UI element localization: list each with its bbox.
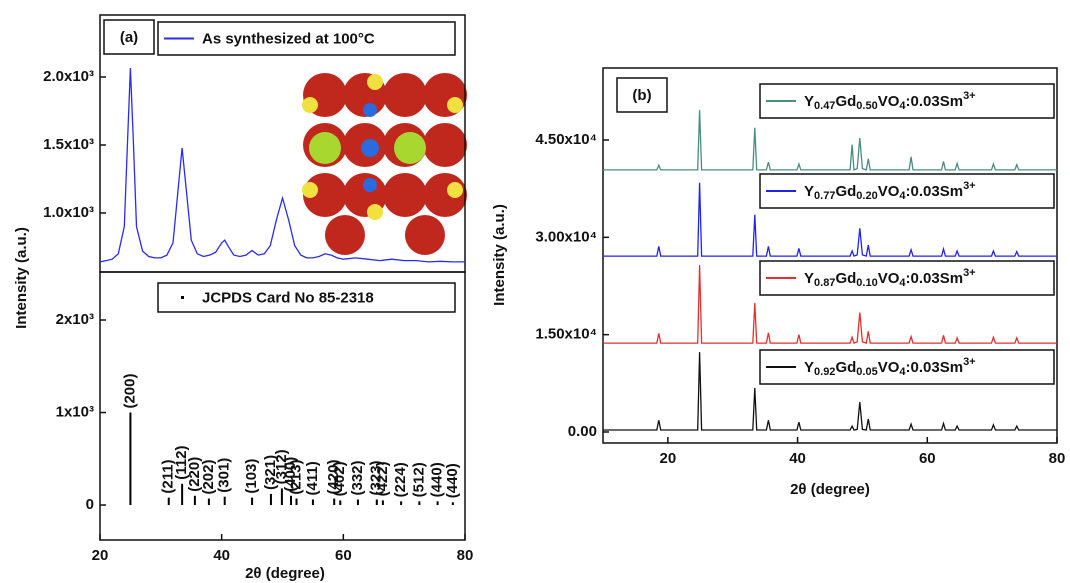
hkl-label: (103) (243, 459, 260, 494)
y-tick-label: 2x10³ (56, 311, 94, 328)
hkl-label: (332) (349, 460, 366, 495)
hkl-label: (512) (410, 462, 427, 497)
hkl-label: (321) (262, 455, 279, 490)
hkl-label: (411) (304, 461, 321, 495)
x-tick-label: 40 (789, 450, 806, 467)
legend-label: Y0.87Gd0.10VO4:0.03Sm3+ (804, 267, 976, 289)
hkl-label: (213) (287, 460, 304, 495)
hkl-label: (211) (160, 459, 177, 493)
xrd-line (99, 67, 465, 263)
y-axis-title: Intensity (a.u.) (491, 204, 508, 306)
xrd-line (603, 265, 1057, 344)
legend-box (759, 83, 1055, 119)
x-tick-label: 60 (919, 450, 936, 467)
y-tick-label: 0 (86, 496, 94, 513)
x-tick-label: 80 (1049, 450, 1066, 467)
legend-box (759, 173, 1055, 209)
legend-box (157, 282, 456, 313)
legend-box (759, 349, 1055, 385)
x-tick-label: 80 (457, 547, 474, 564)
y-tick-label: 1.0x10³ (43, 204, 94, 221)
x-axis-title: 2θ (degree) (245, 565, 325, 582)
y-tick-label: 1.5x10³ (43, 136, 94, 153)
y-tick-label: 3.00x10⁴ (535, 228, 597, 245)
x-tick-label: 20 (92, 547, 109, 564)
hkl-label: (224) (392, 462, 409, 497)
legend-label: Y0.92Gd0.05VO4:0.03Sm3+ (804, 356, 976, 378)
x-tick-label: 20 (660, 450, 677, 467)
x-tick-label: 60 (335, 547, 352, 564)
legend-marker (181, 296, 184, 299)
panel-label-box (616, 77, 668, 113)
legend-box (759, 260, 1055, 296)
legend-label: Y0.47Gd0.50VO4:0.03Sm3+ (804, 90, 976, 112)
hkl-label: (400) (282, 457, 299, 492)
hkl-label: (312) (273, 449, 290, 484)
y-tick-label: 2.0x10³ (43, 68, 94, 85)
hkl-label: (202) (200, 460, 217, 495)
legend-label: As synthesized at 100°C (202, 30, 375, 47)
y-axis-title: Intensity (a.u.) (13, 227, 30, 329)
hkl-label: (402) (331, 461, 348, 496)
hkl-label: (422) (374, 461, 391, 496)
hkl-label: (301) (216, 458, 233, 493)
xrd-line (603, 110, 1057, 171)
panel-label: (a) (120, 29, 138, 46)
legend-label: JCPDS Card No 85-2318 (202, 289, 374, 306)
xrd-line (603, 182, 1057, 257)
panel-label: (b) (632, 87, 651, 104)
xrd-line (603, 352, 1057, 431)
crystal-inset (302, 73, 467, 255)
hkl-label: (323) (368, 460, 385, 495)
x-axis-title: 2θ (degree) (790, 481, 870, 498)
plot-frame (99, 271, 466, 541)
panel-label-box (103, 19, 155, 55)
x-tick-label: 40 (213, 547, 230, 564)
y-tick-label: 1x10³ (56, 403, 94, 420)
y-tick-label: 4.50x10⁴ (535, 131, 597, 148)
hkl-label: (220) (186, 457, 203, 492)
hkl-label: (440) (444, 463, 461, 498)
y-tick-label: 1.50x10⁴ (535, 326, 597, 343)
hkl-label: (200) (121, 373, 138, 408)
hkl-label: (420) (325, 460, 342, 495)
hkl-label: (112) (173, 446, 190, 480)
y-tick-label: 0.00 (568, 423, 597, 440)
legend-label: Y0.77Gd0.20VO4:0.03Sm3+ (804, 180, 976, 202)
hkl-label: (440) (429, 462, 446, 497)
legend-box (157, 21, 456, 56)
